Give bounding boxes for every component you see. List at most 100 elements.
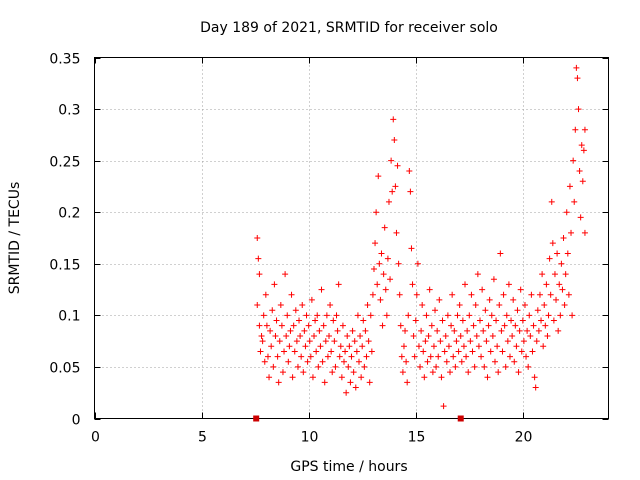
data-point xyxy=(566,183,573,190)
data-point xyxy=(402,327,409,334)
data-point xyxy=(513,343,520,350)
data-point xyxy=(505,281,512,288)
data-point xyxy=(467,338,474,345)
data-point xyxy=(339,322,346,329)
data-point xyxy=(324,353,331,360)
data-point xyxy=(433,363,440,370)
data-point xyxy=(269,307,276,314)
data-point xyxy=(424,358,431,365)
data-point xyxy=(543,281,550,288)
data-point xyxy=(412,317,419,324)
data-point xyxy=(517,286,524,293)
data-point xyxy=(420,348,427,355)
data-point xyxy=(343,389,350,396)
data-point xyxy=(440,403,447,410)
x-tick-label: 5 xyxy=(198,430,207,446)
data-point xyxy=(256,271,263,278)
data-point xyxy=(493,317,500,324)
data-point xyxy=(327,302,334,309)
data-point xyxy=(296,317,303,324)
data-point xyxy=(551,271,558,278)
data-point xyxy=(285,358,292,365)
data-point xyxy=(510,296,517,303)
x-tick-labels: 0 5 10 15 20 xyxy=(91,430,532,446)
data-point xyxy=(282,271,289,278)
data-point xyxy=(549,240,556,247)
data-point xyxy=(576,167,583,174)
data-point xyxy=(385,198,392,205)
data-point xyxy=(400,343,407,350)
data-point xyxy=(524,327,531,334)
x-tick-label: 0 xyxy=(91,430,100,446)
data-point xyxy=(468,291,475,298)
data-point xyxy=(443,358,450,365)
data-point xyxy=(378,250,385,257)
data-point xyxy=(548,198,555,205)
data-point xyxy=(300,369,307,376)
data-point xyxy=(357,332,364,339)
data-point xyxy=(516,327,523,334)
data-point xyxy=(435,353,442,360)
data-point xyxy=(483,338,490,345)
data-point xyxy=(415,343,422,350)
data-point xyxy=(299,302,306,309)
data-point xyxy=(335,281,342,288)
data-point xyxy=(303,312,310,319)
axis-ticks xyxy=(94,57,609,420)
data-point xyxy=(574,75,581,82)
y-tick-labels: 0 0.05 0.1 0.15 0.2 0.25 0.3 0.35 xyxy=(49,52,80,429)
y-tick-label: 0.05 xyxy=(49,361,80,377)
data-point xyxy=(341,358,348,365)
data-point xyxy=(491,358,498,365)
data-point xyxy=(558,260,565,267)
data-point xyxy=(268,343,275,350)
y-tick-label: 0.15 xyxy=(49,258,80,274)
data-point xyxy=(509,332,516,339)
data-point xyxy=(459,317,466,324)
data-point xyxy=(504,338,511,345)
data-point xyxy=(380,271,387,278)
data-point xyxy=(369,291,376,298)
data-point xyxy=(448,322,455,329)
data-point xyxy=(338,374,345,381)
data-point xyxy=(430,343,437,350)
data-point xyxy=(484,374,491,381)
data-point xyxy=(259,338,266,345)
data-point xyxy=(528,291,535,298)
data-point xyxy=(550,317,557,324)
data-point xyxy=(368,348,375,355)
data-point xyxy=(286,343,293,350)
data-point xyxy=(478,353,485,360)
data-point xyxy=(262,291,269,298)
data-point xyxy=(272,332,279,339)
data-point xyxy=(511,358,518,365)
data-point xyxy=(479,286,486,293)
data-point xyxy=(387,276,394,283)
data-point xyxy=(398,353,405,360)
data-point xyxy=(553,296,560,303)
data-point xyxy=(556,281,563,288)
baseline-marker xyxy=(457,415,464,422)
data-point xyxy=(569,312,576,319)
data-point xyxy=(304,358,311,365)
data-point xyxy=(463,353,470,360)
data-point xyxy=(372,240,379,247)
data-point xyxy=(575,106,582,113)
data-point xyxy=(521,302,528,309)
data-point xyxy=(267,327,274,334)
data-point xyxy=(502,363,509,370)
data-point xyxy=(409,281,416,288)
y-tick-label: 0.1 xyxy=(58,309,80,325)
data-point xyxy=(301,327,308,334)
data-point xyxy=(337,343,344,350)
data-point xyxy=(383,312,390,319)
data-point xyxy=(333,312,340,319)
data-point xyxy=(572,126,579,133)
data-point xyxy=(536,291,543,298)
data-point xyxy=(287,327,294,334)
data-point xyxy=(293,338,300,345)
data-point xyxy=(413,291,420,298)
data-point xyxy=(515,369,522,376)
data-point xyxy=(395,260,402,267)
